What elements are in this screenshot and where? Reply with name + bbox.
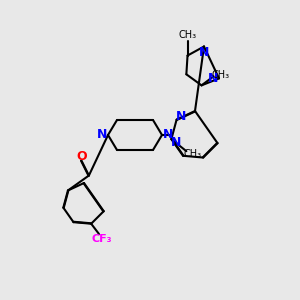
Text: N: N <box>176 110 186 123</box>
Text: N: N <box>163 128 173 142</box>
Text: N: N <box>199 46 209 59</box>
Text: CH₃: CH₃ <box>183 149 201 159</box>
Text: N: N <box>97 128 107 142</box>
Text: CF₃: CF₃ <box>92 233 112 244</box>
Text: N: N <box>171 136 181 149</box>
Text: CH₃: CH₃ <box>212 70 230 80</box>
Text: N: N <box>208 72 218 85</box>
Text: CH₃: CH₃ <box>178 30 196 40</box>
Text: O: O <box>76 149 87 163</box>
